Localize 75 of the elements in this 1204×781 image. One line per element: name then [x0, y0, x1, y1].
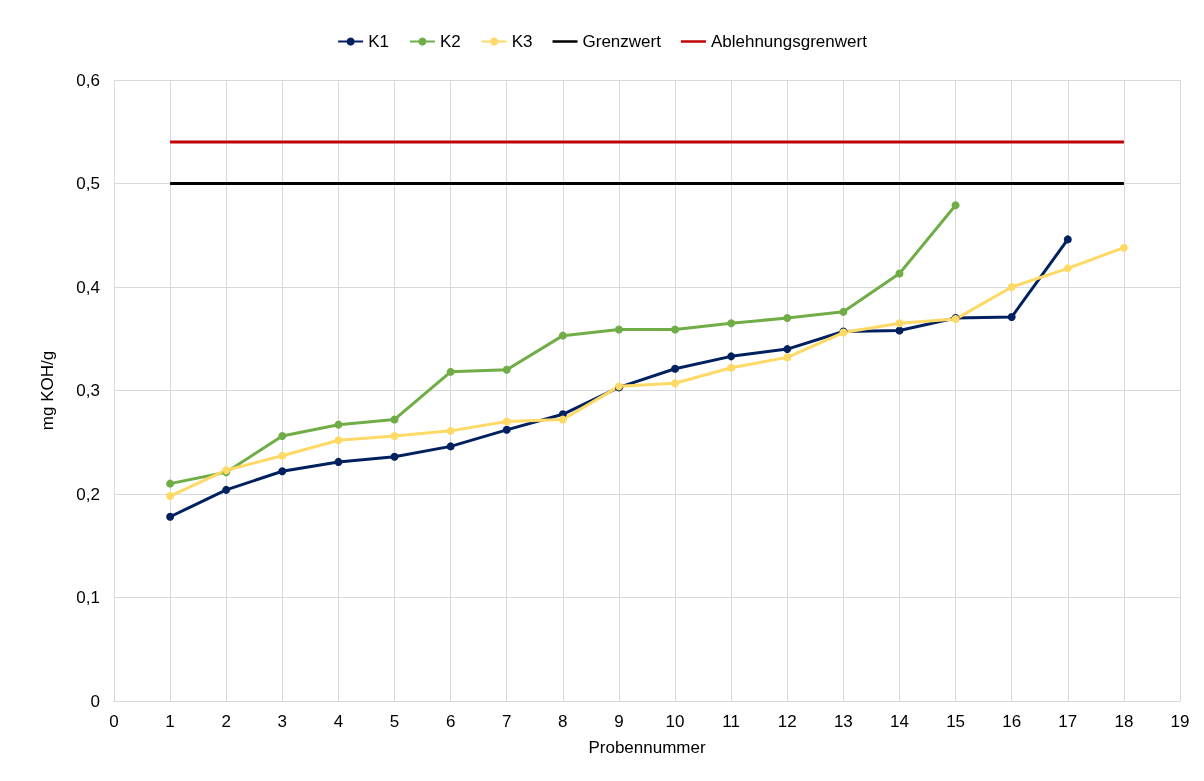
x-tick-label: 5: [389, 712, 400, 731]
point: [614, 325, 623, 334]
x-tick-label: 2: [221, 712, 231, 731]
point: [278, 451, 287, 460]
point: [558, 331, 567, 340]
point: [727, 319, 736, 328]
point: [446, 442, 455, 451]
point: [446, 426, 455, 435]
point: [783, 314, 792, 323]
x-tick-label: 8: [558, 712, 568, 731]
x-tick-label: 0: [109, 712, 119, 731]
point: [502, 425, 511, 434]
point: [783, 353, 792, 362]
x-tick-label: 9: [614, 712, 624, 731]
point: [166, 479, 175, 488]
point: [671, 325, 680, 334]
point: [334, 457, 343, 466]
y-tick-label: 0,1: [76, 588, 100, 607]
x-tick-label: 6: [445, 712, 456, 731]
x-tick-label: 4: [333, 712, 344, 731]
x-tick-label: 14: [890, 712, 909, 731]
point: [727, 363, 736, 372]
x-tick-label: 12: [777, 712, 797, 731]
point: [558, 415, 567, 424]
x-tick-label: 19: [1170, 712, 1190, 731]
point: [671, 379, 680, 388]
y-tick-label: 0,6: [76, 70, 100, 90]
point: [895, 269, 904, 278]
point: [502, 365, 511, 374]
point: [1007, 313, 1016, 322]
x-tick-label: 15: [946, 712, 966, 731]
x-tick-label: 7: [502, 712, 512, 731]
point: [334, 420, 343, 429]
y-tick-label: 0: [90, 691, 100, 711]
y-tick-label: 0,3: [76, 381, 100, 400]
point: [895, 326, 904, 335]
point: [390, 415, 399, 424]
point: [390, 432, 399, 441]
point: [1007, 283, 1016, 291]
point: [166, 492, 175, 501]
x-tick-label: 3: [277, 712, 288, 731]
point: [1063, 235, 1072, 244]
point: [1119, 243, 1128, 252]
point: [334, 436, 343, 445]
point: [951, 201, 960, 210]
x-axis-title: Probennummer: [588, 738, 706, 757]
legend-label: Grenzwert: [582, 32, 662, 51]
legend-label: K2: [439, 32, 461, 51]
legend-label: K3: [511, 32, 533, 51]
point: [671, 364, 680, 373]
x-tick-label: 10: [665, 712, 685, 731]
point: [278, 432, 287, 441]
x-tick-label: 1: [165, 712, 175, 731]
point: [839, 307, 848, 316]
x-tick-label: 13: [833, 712, 853, 731]
point: [783, 345, 792, 354]
point: [390, 452, 399, 461]
point: [502, 417, 511, 426]
y-axis-title: mg KOH/g: [38, 350, 57, 431]
legend-label: K1: [368, 32, 389, 51]
point: [222, 485, 231, 494]
x-tick-label: 11: [722, 712, 740, 731]
x-tick-label: 16: [1002, 712, 1022, 731]
point: [727, 352, 736, 361]
point: [278, 467, 287, 476]
y-tick-label: 0,4: [76, 277, 100, 297]
point: [446, 367, 455, 376]
point: [166, 512, 175, 521]
point: [895, 319, 904, 328]
y-tick-label: 0,2: [76, 484, 100, 504]
point: [1063, 264, 1072, 273]
legend-label: Ablehnungsgrenwert: [710, 32, 868, 51]
x-tick-label: 17: [1058, 712, 1078, 731]
y-tick-label: 0,5: [76, 174, 100, 193]
x-tick-label: 18: [1114, 712, 1134, 731]
